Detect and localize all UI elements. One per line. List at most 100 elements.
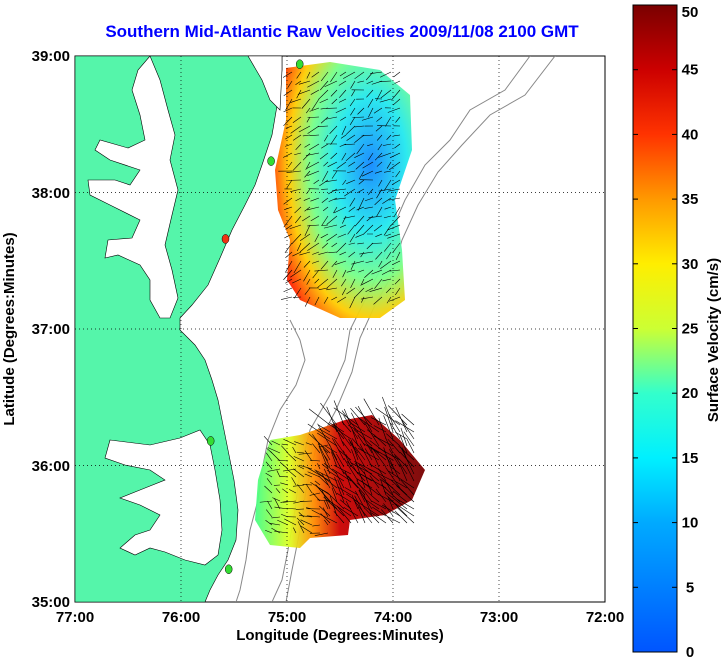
velocity-vector <box>327 423 352 440</box>
velocity-vector <box>299 242 311 253</box>
velocity-vector <box>326 278 338 289</box>
velocity-vector <box>386 134 392 140</box>
velocity-vector <box>295 80 302 86</box>
velocity-vector <box>376 116 383 122</box>
velocity-vector <box>357 107 365 115</box>
velocity-vector <box>343 71 356 79</box>
velocity-vector <box>305 483 313 494</box>
velocity-vector <box>363 471 373 496</box>
velocity-vector <box>395 406 408 433</box>
velocity-vector <box>270 451 281 462</box>
velocity-vector <box>314 296 320 306</box>
velocity-vector <box>357 506 366 524</box>
velocity-vector <box>300 465 313 470</box>
velocity-vector <box>320 80 329 91</box>
velocity-vector <box>293 260 302 274</box>
velocity-vector <box>295 197 302 202</box>
velocity-vector <box>323 224 338 229</box>
velocity-vector <box>378 417 387 440</box>
velocity-vector <box>383 170 392 173</box>
velocity-vector <box>299 233 311 241</box>
velocity-vector <box>321 170 329 182</box>
velocity-vector <box>314 278 320 284</box>
velocity-vector <box>375 251 383 260</box>
velocity-vector <box>284 206 293 210</box>
velocity-vector <box>364 269 374 278</box>
velocity-vector <box>298 80 311 85</box>
velocity-vector <box>371 242 383 244</box>
velocity-vector <box>307 224 320 227</box>
velocity-vector <box>401 420 415 440</box>
velocity-vector <box>379 80 392 82</box>
velocity-vector <box>387 107 401 113</box>
velocity-vector <box>263 435 273 446</box>
velocity-vector <box>332 269 338 278</box>
velocity-vector <box>360 251 365 258</box>
velocity-vector <box>340 134 347 139</box>
velocity-vector <box>330 134 338 145</box>
velocity-vector <box>294 152 302 156</box>
velocity-vector <box>388 413 401 433</box>
velocity-vector <box>366 80 374 85</box>
velocity-vector <box>311 509 338 524</box>
velocity-vector <box>368 215 383 219</box>
velocity-vector <box>385 467 401 489</box>
velocity-vector <box>354 462 366 475</box>
velocity-vector <box>330 450 345 475</box>
velocity-vector <box>359 251 374 255</box>
y-tick-label: 37:00 <box>32 321 70 338</box>
velocity-vector <box>354 152 365 158</box>
velocity-vector <box>302 483 313 486</box>
velocity-vector <box>378 179 383 187</box>
velocity-vector <box>361 134 374 137</box>
velocity-vector <box>283 89 293 97</box>
velocity-vector <box>292 278 302 284</box>
velocity-vector <box>375 233 383 237</box>
velocity-vector <box>330 152 338 160</box>
velocity-vector <box>327 499 352 517</box>
velocity-vector <box>351 449 359 468</box>
velocity-vector <box>363 224 374 235</box>
velocity-vector <box>292 134 302 141</box>
velocity-vector <box>318 89 329 100</box>
velocity-vector <box>296 451 305 454</box>
velocity-vector <box>376 161 383 167</box>
velocity-vector <box>341 152 347 161</box>
velocity-vector <box>364 508 380 524</box>
velocity-vector <box>304 143 311 148</box>
velocity-vector <box>353 287 365 299</box>
velocity-vector <box>293 287 302 299</box>
velocity-vector <box>303 260 311 268</box>
velocity-vector <box>386 296 392 304</box>
velocity-vector <box>292 446 297 454</box>
velocity-vector <box>302 134 311 137</box>
velocity-vector <box>357 242 365 245</box>
velocity-vector <box>298 512 305 518</box>
velocity-vector <box>290 125 302 134</box>
velocity-vector <box>384 454 394 468</box>
velocity-vector <box>341 278 347 287</box>
velocity-field-south <box>255 415 425 548</box>
velocity-vector <box>297 465 305 470</box>
velocity-vector <box>358 269 365 273</box>
velocity-vector <box>350 278 356 289</box>
velocity-vector <box>364 197 374 202</box>
velocity-vector <box>330 71 338 82</box>
velocity-vector <box>312 443 321 454</box>
velocity-vector <box>331 437 345 461</box>
velocity-vector <box>360 278 365 286</box>
velocity-vector <box>388 470 415 489</box>
velocity-vector <box>312 434 321 446</box>
velocity-vector <box>287 161 293 168</box>
velocity-vector <box>308 143 320 151</box>
velocity-vector <box>285 224 293 230</box>
velocity-vector <box>324 455 329 462</box>
x-tick-label: 74:00 <box>374 609 412 626</box>
velocity-vector <box>314 480 321 486</box>
velocity-vector <box>341 125 347 136</box>
velocity-vector <box>336 453 345 468</box>
velocity-vector <box>331 487 338 503</box>
velocity-vector <box>363 443 380 454</box>
velocity-vector <box>320 71 329 82</box>
velocity-vector <box>321 215 329 227</box>
